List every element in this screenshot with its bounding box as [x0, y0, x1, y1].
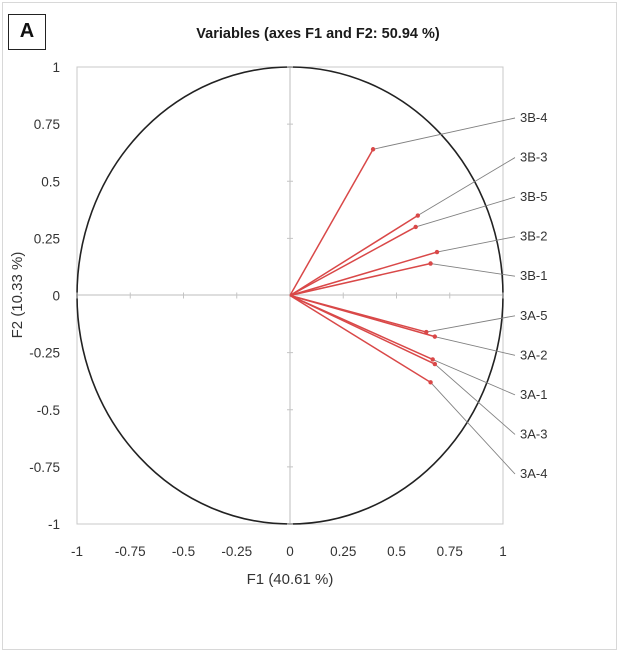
- y-tick-label: -0.75: [29, 460, 60, 475]
- label-leader-lines: [372, 117, 516, 475]
- leader-line: [430, 263, 516, 277]
- variable-label: 3B-2: [520, 229, 547, 244]
- variable-point: [434, 249, 440, 255]
- x-tick-labels: -1 -0.75 -0.5 -0.25 0 0.25 0.5 0.75 1: [71, 544, 507, 559]
- variable-labels: 3B-4 3B-3 3B-5 3B-2 3B-1 3A-5 3A-2 3A-1 3A-3 3A-4: [520, 110, 547, 481]
- y-tick-label: -0.5: [37, 403, 60, 418]
- leader-line: [417, 157, 516, 216]
- variable-label: 3B-3: [520, 150, 547, 165]
- variable-label: 3A-3: [520, 426, 547, 441]
- x-tick-label: -0.25: [221, 544, 252, 559]
- variable-label: 3A-5: [520, 308, 547, 323]
- variable-point: [428, 261, 433, 266]
- leader-line: [372, 117, 516, 150]
- variable-label: 3B-1: [520, 268, 547, 283]
- variable-points: [370, 147, 440, 385]
- chart-title: Variables (axes F1 and F2: 50.94 %): [196, 26, 440, 42]
- variable-vector: [289, 294, 436, 365]
- leader-line: [434, 363, 516, 435]
- y-axis-label: F2 (10.33 %): [9, 252, 26, 339]
- variable-vector: [289, 294, 436, 338]
- y-tick-marks: [287, 66, 293, 525]
- y-tick-label: 0.75: [34, 117, 60, 132]
- y-tick-labels: 1 0.75 0.5 0.25 0 -0.25 -0.5 -0.75 -1: [29, 60, 60, 532]
- variable-point: [432, 361, 438, 367]
- variable-point: [413, 224, 418, 230]
- variable-point: [370, 147, 376, 152]
- y-tick-label: 0.5: [41, 174, 60, 189]
- y-tick-label: 0.25: [34, 231, 60, 246]
- variable-vector: [289, 294, 431, 383]
- y-tick-label: -0.25: [29, 346, 60, 361]
- variable-vector: [289, 214, 419, 297]
- x-tick-marks: [76, 292, 504, 299]
- y-tick-label: 1: [52, 60, 60, 75]
- x-tick-label: -0.5: [172, 544, 195, 559]
- variable-label: 3B-4: [520, 110, 547, 125]
- variable-label: 3B-5: [520, 189, 547, 204]
- x-tick-label: 0: [286, 544, 294, 559]
- variable-label: 3A-2: [520, 347, 547, 362]
- x-axis-label: F1 (40.61 %): [247, 571, 334, 588]
- leader-line: [434, 336, 516, 356]
- leader-line: [415, 196, 516, 228]
- variable-vector: [289, 262, 431, 297]
- leader-line: [436, 236, 516, 253]
- variable-label: 3A-4: [520, 466, 547, 481]
- variable-point: [428, 380, 433, 385]
- x-tick-label: 1: [499, 544, 507, 559]
- x-tick-label: 0.25: [330, 544, 356, 559]
- variable-vectors: [289, 148, 438, 383]
- x-tick-label: -1: [71, 544, 83, 559]
- variable-vector: [289, 251, 438, 297]
- leader-line: [432, 359, 516, 396]
- variable-label: 3A-1: [520, 387, 547, 402]
- variable-point: [424, 329, 429, 335]
- leader-line: [426, 315, 516, 333]
- variable-vector: [289, 148, 374, 296]
- variable-vector: [289, 226, 417, 297]
- y-tick-label: -1: [48, 517, 60, 532]
- x-tick-label: 0.5: [387, 544, 406, 559]
- variable-point: [430, 357, 435, 362]
- panel-label: A: [8, 14, 46, 50]
- variable-point: [415, 213, 420, 218]
- leader-line: [430, 382, 516, 475]
- variable-point: [432, 334, 438, 339]
- x-tick-label: 0.75: [437, 544, 463, 559]
- y-tick-label: 0: [52, 289, 60, 304]
- x-tick-label: -0.75: [115, 544, 146, 559]
